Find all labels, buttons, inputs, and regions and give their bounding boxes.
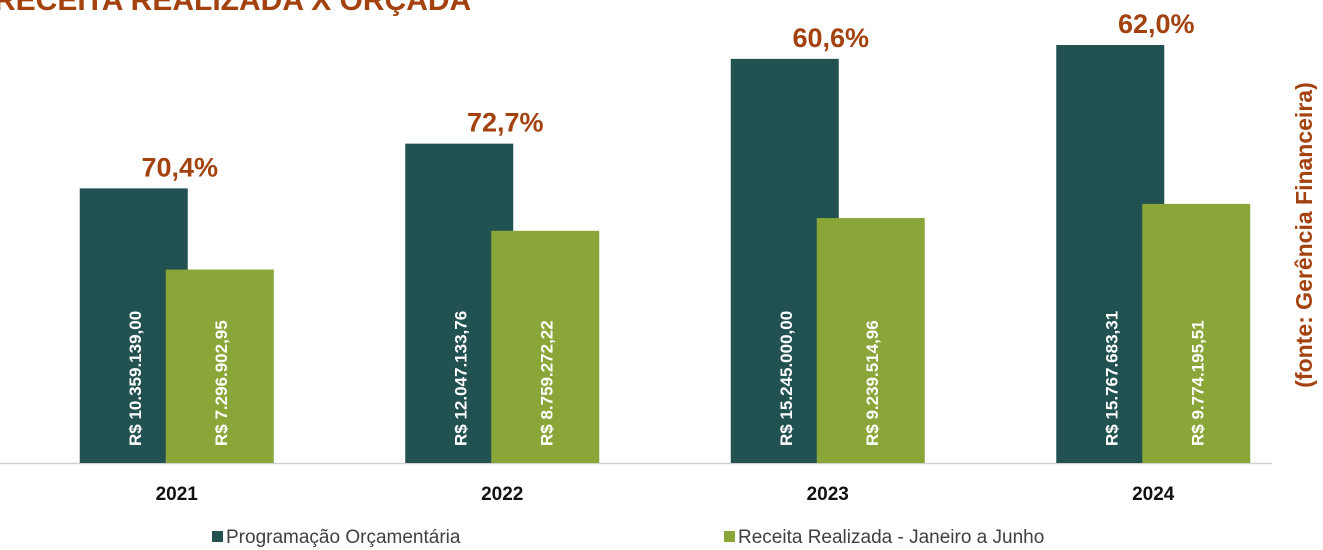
x-tick-label: 2023 bbox=[807, 484, 849, 505]
percent-annotation: 60,6% bbox=[792, 23, 869, 53]
bar bbox=[491, 230, 600, 463]
x-tick-label: 2021 bbox=[156, 484, 199, 505]
value-label: R$ 12.047.133,76 bbox=[451, 311, 470, 446]
x-tick-label: 2024 bbox=[1132, 484, 1175, 505]
bar bbox=[165, 269, 274, 463]
bar bbox=[1142, 203, 1251, 463]
value-label: R$ 9.239.514,96 bbox=[863, 320, 882, 446]
percent-annotation: 72,7% bbox=[467, 108, 544, 138]
source-note: (fonte: Gerência Financeira) bbox=[1291, 82, 1317, 387]
legend-swatch bbox=[724, 531, 735, 542]
bar bbox=[816, 218, 925, 463]
value-label: R$ 9.774.195,51 bbox=[1188, 320, 1207, 446]
value-label: R$ 15.767.683,31 bbox=[1102, 311, 1121, 446]
percent-annotation: 62,0% bbox=[1118, 9, 1195, 39]
value-label: R$ 10.359.139,00 bbox=[126, 311, 145, 446]
chart-title: RECEITA REALIZADA X ORÇADA bbox=[0, 0, 471, 17]
value-label: R$ 15.245.000,00 bbox=[777, 311, 796, 446]
x-tick-label: 2022 bbox=[481, 484, 523, 505]
legend-label: Receita Realizada - Janeiro a Junho bbox=[738, 527, 1044, 548]
legend-swatch bbox=[212, 531, 223, 542]
percent-annotation: 70,4% bbox=[141, 152, 218, 182]
value-label: R$ 8.759.272,22 bbox=[537, 320, 556, 446]
value-label: R$ 7.296.902,95 bbox=[212, 320, 231, 446]
legend-label: Programação Orçamentária bbox=[226, 527, 461, 548]
